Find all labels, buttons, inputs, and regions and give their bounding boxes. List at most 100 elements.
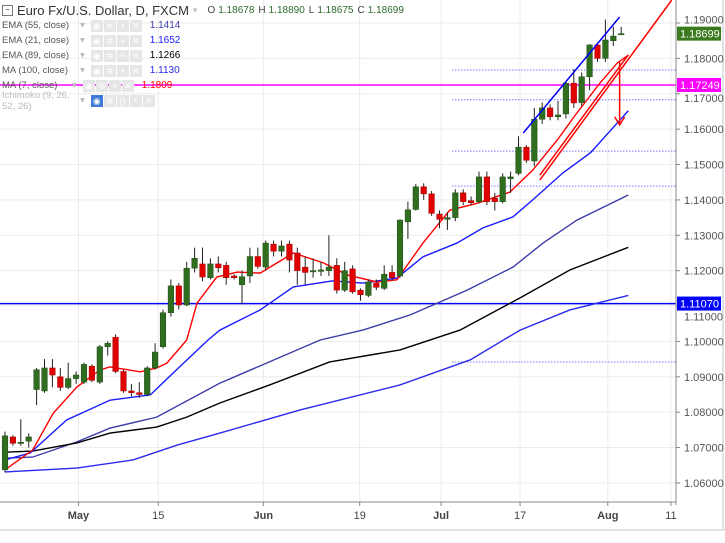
eye-icon[interactable]: ◉ [90,34,103,47]
indicator-name[interactable]: EMA (55, close) [2,20,70,31]
indicator-row[interactable]: EMA (55, close) ▾ ◉ ✲ + ✕ 1.1414 [2,18,408,33]
chevron-down-icon[interactable]: ▾ [80,35,85,46]
indicator-name[interactable]: EMA (21, close) [2,35,70,46]
ohlc-value-l: 1.18675 [317,4,354,16]
eye-icon[interactable]: ◉ [90,49,103,62]
minus-square-icon[interactable]: − [2,4,13,16]
candle-down [483,176,490,202]
y-tick-label: 1.08000 [684,407,724,419]
candle-up [25,436,32,442]
candle-down [547,107,554,118]
ohlc-key: H [258,4,266,16]
candle-down [215,263,222,269]
gear-icon[interactable]: ✲ [95,79,108,92]
indicator-line [4,110,629,461]
eye-icon[interactable]: ◉ [90,94,103,107]
candle-down [389,272,396,278]
indicator-name[interactable]: MA (7, close) [2,80,58,91]
indicator-row[interactable]: Ichimoku (9, 26, 52, 26) ▾ ◉ ✲() + ✕ [2,90,408,112]
y-tick-label: 1.16000 [684,124,724,136]
candle-up [610,35,617,41]
candle-down [9,436,16,444]
candle-up [207,263,214,278]
candle-up [73,374,80,379]
candle-down [302,266,309,273]
trendline[interactable] [522,16,621,134]
gear-icon[interactable]: ✲ [103,94,116,107]
symbol-title[interactable]: Euro Fx/U.S. Dollar, D, FXCM [17,2,189,18]
indicator-row[interactable]: EMA (89, close) ▾ ◉ ✲ + ✕ 1.1266 [2,48,408,63]
plus-icon[interactable]: + [116,34,129,47]
close-icon[interactable]: ✕ [129,34,142,47]
plus-icon[interactable]: + [108,79,121,92]
chevron-down-icon[interactable]: ▾ [80,20,85,31]
candle-down [128,390,135,393]
candle-down [594,44,601,59]
ohlc-value-o: 1.18678 [218,4,255,16]
candle-down [373,282,380,288]
trendline[interactable] [539,54,629,176]
plus-icon[interactable]: + [116,49,129,62]
candle-down [270,243,277,252]
brackets-icon[interactable]: () [116,94,129,107]
close-icon[interactable]: ✕ [129,49,142,62]
indicator-name[interactable]: Ichimoku (9, 26, 52, 26) [2,89,70,112]
candle-up [96,346,103,383]
gear-icon[interactable]: ✲ [103,64,116,77]
y-tick-label: 1.15000 [684,160,724,172]
chevron-down-icon[interactable]: ▾ [80,95,85,106]
close-icon[interactable]: ✕ [129,19,142,32]
candle-up [507,176,514,179]
ohlc-values: O 1.18678 H 1.18890 L 1.18675 C 1.18699 [207,5,407,16]
close-icon[interactable]: ✕ [142,94,155,107]
candle-down [357,289,364,295]
candle-down [491,197,498,202]
trendline[interactable] [539,0,673,181]
candle-up [325,266,332,271]
indicator-row[interactable]: MA (100, close) ▾ ◉ ✲ + ✕ 1.1130 [2,63,408,78]
eye-icon[interactable]: ◉ [82,79,95,92]
y-tick-label: 1.13000 [684,230,724,242]
indicator-value: 1.1809 [141,80,173,91]
indicator-line [4,246,629,453]
indicator-value: 1.1266 [149,50,181,61]
candle-up [602,39,609,59]
y-tick-label: 1.07000 [684,443,724,455]
gear-icon[interactable]: ✲ [103,49,116,62]
y-tick-label: 1.10000 [684,336,724,348]
indicator-name[interactable]: EMA (89, close) [2,50,70,61]
eye-icon[interactable]: ◉ [90,19,103,32]
plus-icon[interactable]: + [129,94,142,107]
chevron-down-icon[interactable]: ▾ [80,65,85,76]
indicator-name[interactable]: MA (100, close) [2,65,68,76]
candle-down [468,200,475,203]
candle-up [404,209,411,223]
candle-up [278,245,285,252]
gear-icon[interactable]: ✲ [103,34,116,47]
indicator-row[interactable]: MA (7, close) ▾ ◉ ✲ + ✕ 1.1809 [2,78,408,93]
close-icon[interactable]: ✕ [121,79,134,92]
gear-icon[interactable]: ✲ [103,19,116,32]
candle-up [562,82,569,115]
x-tick-label: Jun [254,510,274,522]
eye-icon[interactable]: ◉ [90,64,103,77]
ohlc-key: O [207,4,216,16]
candle-up [17,442,24,444]
chevron-down-icon[interactable]: ▾ [72,80,77,91]
candle-up [317,269,325,272]
candle-up [381,273,388,289]
chevron-down-icon[interactable]: ▾ [80,50,85,61]
candle-down [349,268,356,293]
plus-icon[interactable]: + [116,19,129,32]
right-border [722,0,724,530]
indicator-row[interactable]: EMA (21, close) ▾ ◉ ✲ + ✕ 1.1652 [2,33,408,48]
chevron-down-icon[interactable]: ▾ [192,4,198,15]
indicator-value: 1.1414 [149,20,181,31]
plus-icon[interactable]: + [116,64,129,77]
candle-down [294,252,301,271]
y-tick-label: 1.12000 [684,266,724,278]
close-icon[interactable]: ✕ [129,64,142,77]
y-tick-label: 1.06000 [684,478,724,490]
